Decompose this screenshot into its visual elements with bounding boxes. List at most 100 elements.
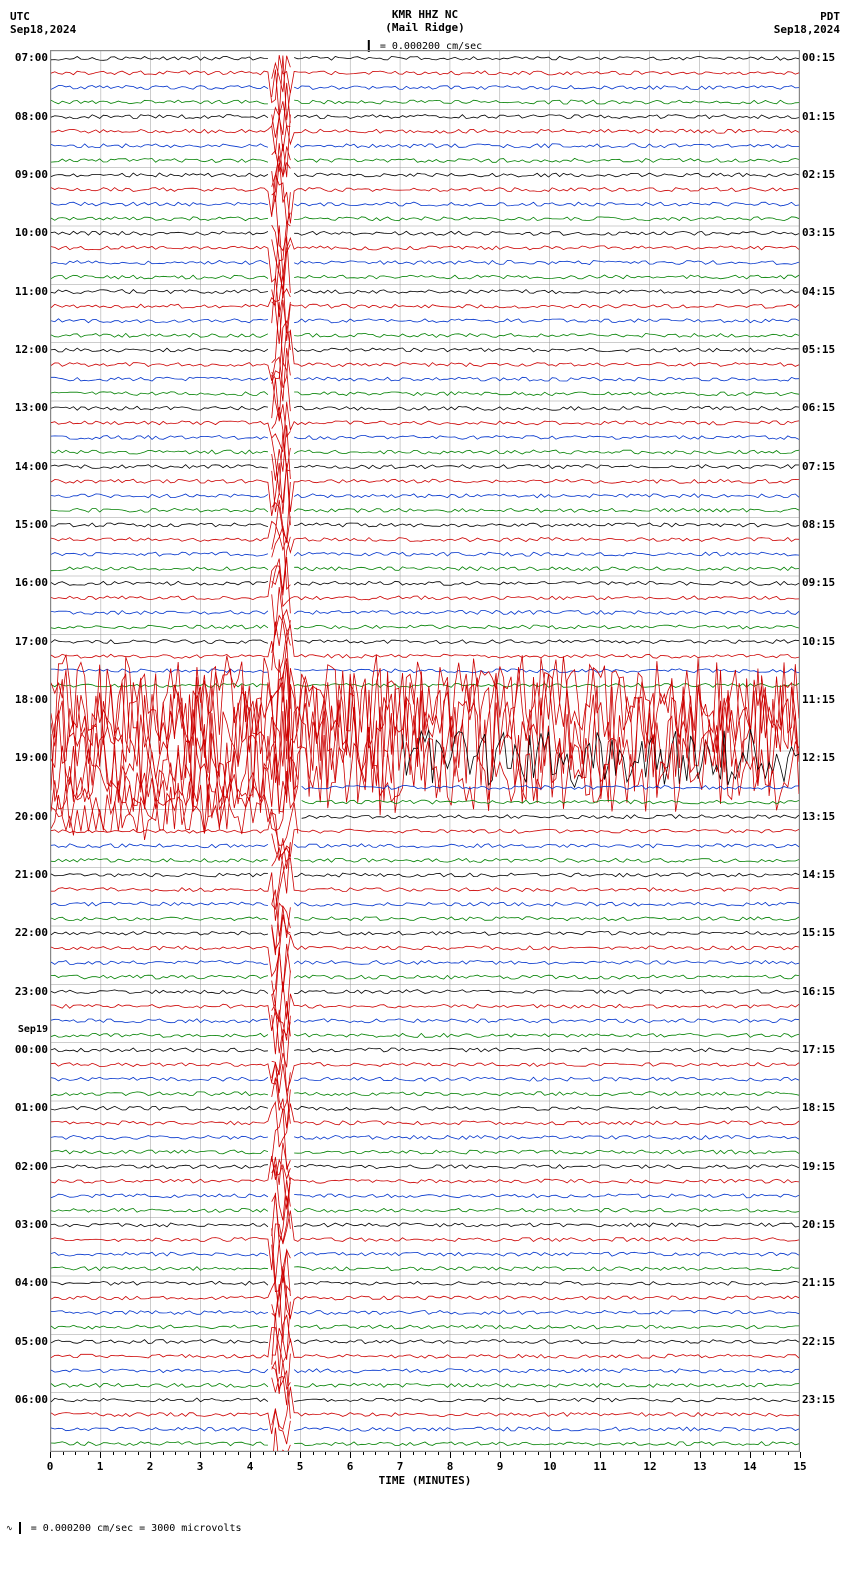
x-tick xyxy=(200,1452,201,1458)
pdt-hour-label: 17:15 xyxy=(802,1043,835,1057)
pdt-hour-label: 18:15 xyxy=(802,1101,835,1115)
x-tick-minor xyxy=(688,1452,689,1455)
x-tick-minor xyxy=(725,1452,726,1455)
x-tick-minor xyxy=(375,1452,376,1455)
x-tick xyxy=(150,1452,151,1458)
x-tick-minor xyxy=(75,1452,76,1455)
utc-hour-label: 12:00 xyxy=(15,343,48,357)
x-tick-minor xyxy=(763,1452,764,1455)
x-tick-minor xyxy=(475,1452,476,1455)
utc-hour-label: 01:00 xyxy=(15,1101,48,1115)
header-center: KMR HHZ NC (Mail Ridge) xyxy=(385,8,464,34)
x-tick xyxy=(450,1452,451,1458)
x-tick-minor xyxy=(625,1452,626,1455)
utc-hour-label: 08:00 xyxy=(15,110,48,124)
pdt-hour-label: 02:15 xyxy=(802,168,835,182)
utc-hour-label: 03:00 xyxy=(15,1218,48,1232)
x-tick-label: 11 xyxy=(593,1460,606,1473)
utc-hour-label: 04:00 xyxy=(15,1276,48,1290)
x-tick-minor xyxy=(638,1452,639,1455)
x-tick-minor xyxy=(738,1452,739,1455)
x-tick-minor xyxy=(588,1452,589,1455)
utc-hour-label: 05:00 xyxy=(15,1335,48,1349)
x-tick-label: 0 xyxy=(47,1460,54,1473)
x-tick-label: 1 xyxy=(97,1460,104,1473)
pdt-hour-label: 16:15 xyxy=(802,985,835,999)
x-axis: TIME (MINUTES) 0123456789101112131415 xyxy=(50,1452,800,1492)
pdt-hour-label: 04:15 xyxy=(802,285,835,299)
x-tick-label: 6 xyxy=(347,1460,354,1473)
x-tick xyxy=(400,1452,401,1458)
x-axis-title: TIME (MINUTES) xyxy=(379,1474,472,1487)
x-tick-minor xyxy=(613,1452,614,1455)
x-tick-label: 5 xyxy=(297,1460,304,1473)
utc-hour-label: 02:00 xyxy=(15,1160,48,1174)
footer-wave-icon: ∿ xyxy=(6,1524,13,1533)
x-tick-minor xyxy=(313,1452,314,1455)
x-tick-minor xyxy=(538,1452,539,1455)
x-tick-minor xyxy=(175,1452,176,1455)
footer-scale: ∿ = 0.000200 cm/sec = 3000 microvolts xyxy=(6,1522,850,1534)
pdt-hour-label: 09:15 xyxy=(802,576,835,590)
footer-scale-text: = 0.000200 cm/sec = 3000 microvolts xyxy=(31,1523,242,1534)
x-tick-label: 7 xyxy=(397,1460,404,1473)
pdt-hour-label: 07:15 xyxy=(802,460,835,474)
x-tick-label: 15 xyxy=(793,1460,806,1473)
x-tick-label: 13 xyxy=(693,1460,706,1473)
x-tick-minor xyxy=(263,1452,264,1455)
header: UTC Sep18,2024 KMR HHZ NC (Mail Ridge) P… xyxy=(0,0,850,50)
utc-hour-label: 06:00 xyxy=(15,1393,48,1407)
x-tick-minor xyxy=(363,1452,364,1455)
header-right: PDT Sep18,2024 xyxy=(774,10,840,36)
x-tick xyxy=(100,1452,101,1458)
utc-hour-label: 23:00 xyxy=(15,985,48,999)
x-tick xyxy=(750,1452,751,1458)
x-tick-minor xyxy=(675,1452,676,1455)
utc-hour-label: 22:00 xyxy=(15,926,48,940)
x-tick-label: 8 xyxy=(447,1460,454,1473)
x-tick xyxy=(700,1452,701,1458)
utc-tz-label: UTC xyxy=(10,10,76,23)
x-tick-minor xyxy=(338,1452,339,1455)
x-tick-minor xyxy=(125,1452,126,1455)
x-tick-minor xyxy=(138,1452,139,1455)
x-tick xyxy=(500,1452,501,1458)
pdt-hour-label: 15:15 xyxy=(802,926,835,940)
utc-date-label: Sep18,2024 xyxy=(10,23,76,36)
station-location: (Mail Ridge) xyxy=(385,21,464,34)
station-code: KMR HHZ NC xyxy=(385,8,464,21)
seismogram-plot xyxy=(50,50,800,1452)
pdt-hour-label: 20:15 xyxy=(802,1218,835,1232)
x-tick-label: 4 xyxy=(247,1460,254,1473)
x-tick-minor xyxy=(275,1452,276,1455)
x-tick-label: 3 xyxy=(197,1460,204,1473)
x-tick xyxy=(800,1452,801,1458)
x-tick-minor xyxy=(163,1452,164,1455)
x-tick-minor xyxy=(438,1452,439,1455)
pdt-hour-label: 11:15 xyxy=(802,693,835,707)
footer-scale-bar-icon xyxy=(19,1522,21,1534)
pdt-tz-label: PDT xyxy=(774,10,840,23)
x-tick xyxy=(650,1452,651,1458)
pdt-hour-label: 23:15 xyxy=(802,1393,835,1407)
x-tick-minor xyxy=(513,1452,514,1455)
x-tick-label: 9 xyxy=(497,1460,504,1473)
pdt-hour-label: 19:15 xyxy=(802,1160,835,1174)
x-tick xyxy=(50,1452,51,1458)
x-tick-minor xyxy=(575,1452,576,1455)
utc-hour-label: 15:00 xyxy=(15,518,48,532)
x-tick-minor xyxy=(238,1452,239,1455)
seismograph-traces xyxy=(51,51,799,1451)
x-tick-minor xyxy=(563,1452,564,1455)
x-tick-minor xyxy=(88,1452,89,1455)
x-tick-label: 2 xyxy=(147,1460,154,1473)
x-tick-minor xyxy=(213,1452,214,1455)
pdt-hour-label: 06:15 xyxy=(802,401,835,415)
x-tick-label: 12 xyxy=(643,1460,656,1473)
x-tick-minor xyxy=(488,1452,489,1455)
x-tick-minor xyxy=(413,1452,414,1455)
utc-hour-label: 07:00 xyxy=(15,51,48,65)
utc-hour-label: 13:00 xyxy=(15,401,48,415)
x-tick-minor xyxy=(463,1452,464,1455)
pdt-hour-label: 22:15 xyxy=(802,1335,835,1349)
